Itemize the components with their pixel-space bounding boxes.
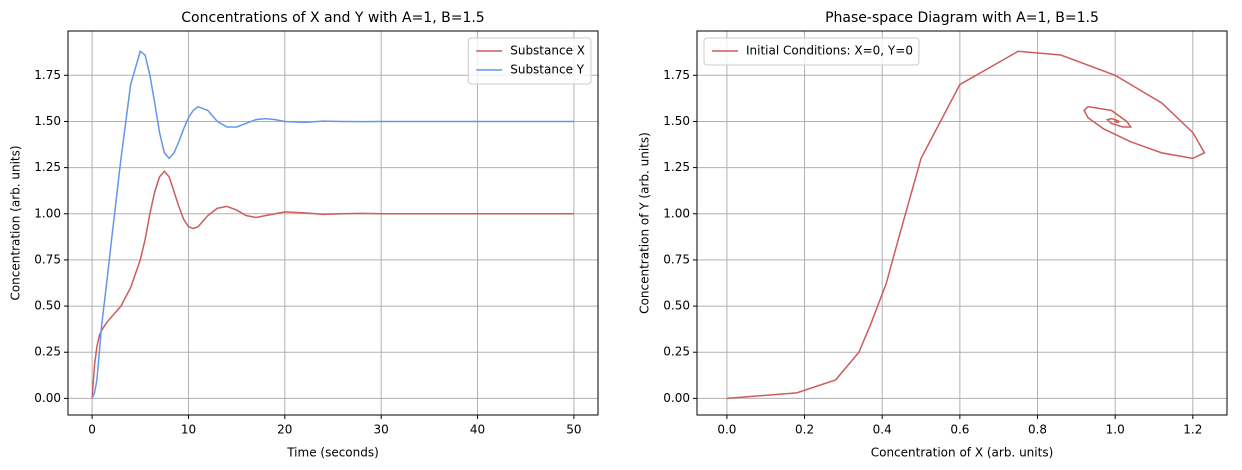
x-axis-label: Time (seconds) <box>286 446 379 460</box>
plot-frame <box>696 30 1228 416</box>
chart-title: Phase-space Diagram with A=1, B=1.5 <box>825 10 1099 26</box>
legend-box <box>467 37 592 85</box>
legend-box <box>703 37 920 66</box>
y-tick-label: 0.50 <box>663 299 690 313</box>
line-series <box>91 170 574 399</box>
y-tick-label: 1.75 <box>34 68 61 82</box>
y-tick-label: 1.50 <box>34 114 61 128</box>
x-tick-label: 20 <box>277 423 292 437</box>
y-tick-label: 1.50 <box>663 114 690 128</box>
plot-frame <box>67 30 599 416</box>
x-tick-label: 30 <box>374 423 389 437</box>
x-tick-label: 10 <box>181 423 196 437</box>
y-tick-label: 1.00 <box>34 206 61 220</box>
x-tick-label: 40 <box>470 423 485 437</box>
chart-title: Concentrations of X and Y with A=1, B=1.… <box>181 10 484 26</box>
y-axis-label: Concentration of Y (arb. units) <box>638 132 652 314</box>
y-tick-label: 0.75 <box>34 252 61 266</box>
y-axis-label: Concentration (arb. units) <box>9 145 23 300</box>
legend-label: Substance Y <box>510 63 585 77</box>
x-tick-label: 0 <box>88 423 96 437</box>
y-tick-label: 0.25 <box>663 345 690 359</box>
y-tick-label: 0.75 <box>663 252 690 266</box>
y-tick-label: 1.25 <box>663 160 690 174</box>
y-tick-label: 0.50 <box>34 299 61 313</box>
line-series <box>91 50 574 399</box>
x-tick-label: 1.0 <box>1106 423 1125 437</box>
legend: Initial Conditions: X=0, Y=0 <box>703 37 920 66</box>
y-tick-label: 1.00 <box>663 206 690 220</box>
legend-label: Substance X <box>510 44 585 58</box>
y-tick-label: 0.00 <box>663 391 690 405</box>
legend: Substance X Substance Y <box>467 37 592 85</box>
y-tick-label: 1.25 <box>34 160 61 174</box>
line-series <box>726 50 1206 400</box>
x-tick-label: 0.8 <box>1028 423 1047 437</box>
x-tick-label: 0.6 <box>950 423 969 437</box>
y-tick-label: 0.00 <box>34 391 61 405</box>
x-tick-label: 50 <box>566 423 581 437</box>
legend-label: Initial Conditions: X=0, Y=0 <box>746 44 913 58</box>
y-tick-label: 0.25 <box>34 345 61 359</box>
x-tick-label: 0.0 <box>717 423 736 437</box>
y-tick-label: 1.75 <box>663 68 690 82</box>
x-axis-label: Concentration of X (arb. units) <box>871 446 1054 460</box>
x-tick-label: 1.2 <box>1183 423 1202 437</box>
x-tick-label: 0.4 <box>873 423 892 437</box>
x-tick-label: 0.2 <box>795 423 814 437</box>
